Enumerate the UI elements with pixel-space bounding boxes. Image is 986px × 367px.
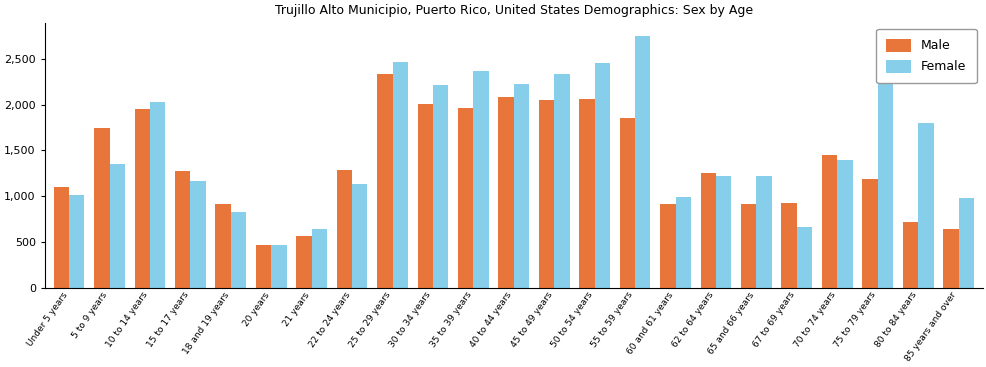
Bar [377, 74, 392, 287]
Bar [796, 227, 811, 287]
Bar [458, 108, 473, 287]
Bar [619, 118, 634, 287]
Bar [271, 245, 286, 287]
Bar [634, 36, 650, 287]
Bar [538, 100, 554, 287]
Bar [660, 204, 674, 287]
Bar [94, 128, 109, 287]
Bar [595, 63, 609, 287]
Bar [109, 164, 125, 287]
Bar [755, 177, 771, 287]
Bar [255, 244, 271, 287]
Bar [433, 85, 448, 287]
Bar [190, 181, 205, 287]
Bar [473, 72, 488, 287]
Bar [821, 155, 836, 287]
Bar [579, 99, 595, 287]
Bar [781, 203, 796, 287]
Bar [902, 222, 917, 287]
Bar [417, 104, 433, 287]
Bar [498, 97, 514, 287]
Bar [134, 109, 150, 287]
Bar [740, 204, 755, 287]
Title: Trujillo Alto Municipio, Puerto Rico, United States Demographics: Sex by Age: Trujillo Alto Municipio, Puerto Rico, Un… [274, 4, 752, 17]
Bar [836, 160, 852, 287]
Bar [917, 123, 933, 287]
Bar [69, 195, 85, 287]
Bar [715, 177, 731, 287]
Bar [53, 187, 69, 287]
Bar [175, 171, 190, 287]
Legend: Male, Female: Male, Female [876, 29, 975, 84]
Bar [231, 212, 246, 287]
Bar [150, 102, 165, 287]
Bar [957, 197, 973, 287]
Bar [336, 170, 352, 287]
Bar [943, 229, 957, 287]
Bar [352, 184, 367, 287]
Bar [862, 179, 877, 287]
Bar [700, 173, 715, 287]
Bar [554, 74, 569, 287]
Bar [877, 81, 892, 287]
Bar [296, 236, 312, 287]
Bar [312, 229, 326, 287]
Bar [392, 62, 407, 287]
Bar [215, 204, 231, 287]
Bar [514, 84, 528, 287]
Bar [674, 197, 690, 287]
